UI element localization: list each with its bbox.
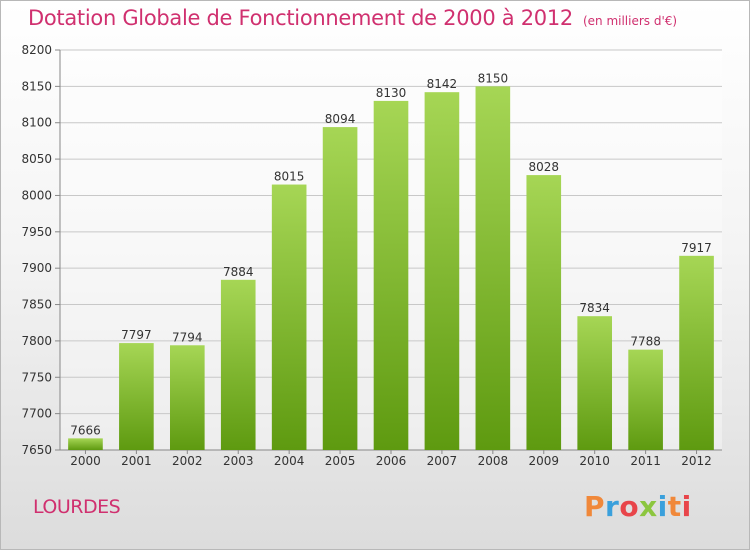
x-tick-label: 2006: [376, 454, 407, 468]
y-tick-label: 8200: [21, 43, 52, 57]
bar-value-label: 8028: [528, 160, 559, 174]
x-tick-label: 2003: [223, 454, 254, 468]
town-name: LOURDES: [33, 496, 121, 518]
bar: [373, 100, 409, 450]
x-tick-label: 2010: [579, 454, 610, 468]
bar: [526, 175, 562, 450]
bar-value-label: 8142: [427, 77, 458, 91]
proxiti-logo: Proxiti: [584, 490, 692, 523]
logo-letter: x: [639, 490, 658, 523]
x-tick-label: 2008: [478, 454, 509, 468]
y-tick-label: 7900: [21, 261, 52, 275]
chart-title-text: Dotation Globale de Fonctionnement de 20…: [28, 6, 573, 30]
x-tick-label: 2012: [681, 454, 712, 468]
logo-letter: t: [667, 490, 682, 523]
bar-value-label: 7797: [121, 328, 152, 342]
logo-letter: r: [605, 490, 620, 523]
bar: [322, 127, 358, 450]
bar: [68, 438, 103, 450]
logo-letter: i: [681, 490, 692, 523]
bar-value-label: 8094: [325, 112, 356, 126]
bar-value-label: 7788: [630, 335, 661, 349]
y-tick-label: 7850: [21, 298, 52, 312]
bar-value-label: 7794: [172, 330, 203, 344]
x-tick-label: 2001: [121, 454, 152, 468]
y-tick-label: 8150: [21, 79, 52, 93]
y-tick-label: 8000: [21, 188, 52, 202]
bar: [424, 92, 460, 450]
logo-letter: o: [619, 490, 640, 523]
bar: [577, 316, 613, 450]
x-tick-label: 2002: [172, 454, 203, 468]
y-tick-label: 7750: [21, 370, 52, 384]
y-tick-label: 7650: [21, 443, 52, 457]
y-tick-label: 7800: [21, 334, 52, 348]
bar: [119, 343, 154, 450]
bar: [169, 345, 205, 450]
bar: [220, 279, 256, 450]
bar-value-label: 7666: [70, 423, 101, 437]
x-tick-label: 2009: [528, 454, 559, 468]
bar: [271, 184, 307, 450]
bar: [679, 255, 714, 450]
x-tick-label: 2004: [274, 454, 305, 468]
logo-letter: i: [657, 490, 668, 523]
y-tick-label: 7700: [21, 407, 52, 421]
y-tick-label: 8050: [21, 152, 52, 166]
bar-value-label: 7884: [223, 265, 254, 279]
x-tick-label: 2007: [427, 454, 458, 468]
logo-letter: P: [584, 490, 606, 523]
bar-value-label: 8150: [478, 71, 509, 85]
x-tick-label: 2000: [70, 454, 101, 468]
bar: [628, 349, 663, 450]
chart-subtitle: (en milliers d'€): [582, 14, 678, 28]
y-tick-label: 8100: [21, 116, 52, 130]
x-tick-label: 2005: [325, 454, 356, 468]
chart-title: Dotation Globale de Fonctionnement de 20…: [28, 6, 677, 30]
y-tick-label: 7950: [21, 225, 52, 239]
x-tick-label: 2011: [630, 454, 661, 468]
bar-value-label: 7917: [681, 241, 712, 255]
bar-value-label: 7834: [579, 301, 610, 315]
bar-value-label: 8015: [274, 170, 305, 184]
bar: [475, 86, 511, 450]
bar-value-label: 8130: [376, 86, 407, 100]
